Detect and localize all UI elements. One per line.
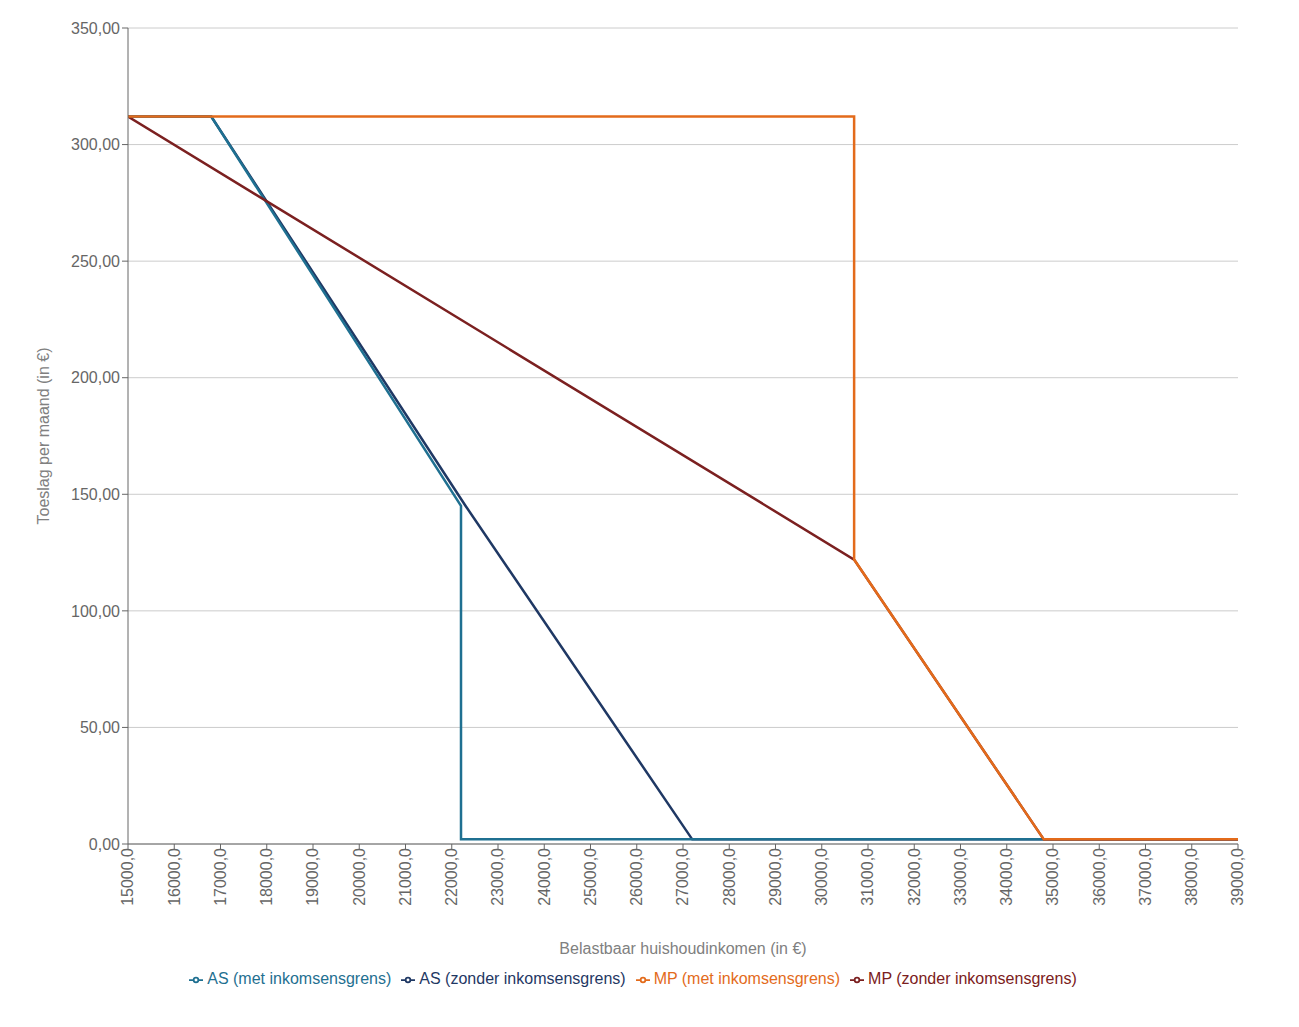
svg-text:20000,0: 20000,0 (351, 848, 368, 906)
html-text:AS (met inkomsensgrens): AS (met inkomsensgrens) (207, 970, 392, 987)
svg-text:350,00: 350,00 (71, 20, 120, 37)
svg-text:29000,0: 29000,0 (767, 848, 784, 906)
svg-text:27000,0: 27000,0 (674, 848, 691, 906)
svg-text:18000,0: 18000,0 (258, 848, 275, 906)
svg-text:24000,0: 24000,0 (536, 848, 553, 906)
svg-text:31000,0: 31000,0 (859, 848, 876, 906)
svg-text:37000,0: 37000,0 (1137, 848, 1154, 906)
html-text:MP (zonder inkomsensgrens): MP (zonder inkomsensgrens) (868, 970, 1077, 987)
html-text:AS (zonder inkomsensgrens): AS (zonder inkomsensgrens) (419, 970, 626, 987)
svg-text:17000,0: 17000,0 (212, 848, 229, 906)
svg-text:39000,0: 39000,0 (1229, 848, 1246, 906)
svg-text:36000,0: 36000,0 (1091, 848, 1108, 906)
svg-text:26000,0: 26000,0 (628, 848, 645, 906)
svg-text:33000,0: 33000,0 (952, 848, 969, 906)
svg-text:25000,0: 25000,0 (582, 848, 599, 906)
svg-text:100,00: 100,00 (71, 603, 120, 620)
svg-text:34000,0: 34000,0 (998, 848, 1015, 906)
svg-text:0,00: 0,00 (89, 836, 120, 853)
svg-text:250,00: 250,00 (71, 253, 120, 270)
svg-text:35000,0: 35000,0 (1044, 848, 1061, 906)
svg-text:150,00: 150,00 (71, 486, 120, 503)
svg-text:21000,0: 21000,0 (397, 848, 414, 906)
svg-text:Toeslag per maand (in €): Toeslag per maand (in €) (35, 348, 52, 525)
svg-text:38000,0: 38000,0 (1183, 848, 1200, 906)
svg-text:200,00: 200,00 (71, 369, 120, 386)
svg-text:32000,0: 32000,0 (906, 848, 923, 906)
svg-text:15000,0: 15000,0 (119, 848, 136, 906)
svg-text:300,00: 300,00 (71, 136, 120, 153)
html-text:MP (met inkomsensgrens): MP (met inkomsensgrens) (653, 970, 841, 987)
svg-text:50,00: 50,00 (80, 719, 120, 736)
svg-text:30000,0: 30000,0 (813, 848, 830, 906)
svg-text:22000,0: 22000,0 (443, 848, 460, 906)
svg-text:19000,0: 19000,0 (304, 848, 321, 906)
svg-text:23000,0: 23000,0 (489, 848, 506, 906)
svg-text:16000,0: 16000,0 (166, 848, 183, 906)
svg-text:Belastbaar huishoudinkomen (in: Belastbaar huishoudinkomen (in €) (559, 940, 806, 957)
svg-text:28000,0: 28000,0 (721, 848, 738, 906)
